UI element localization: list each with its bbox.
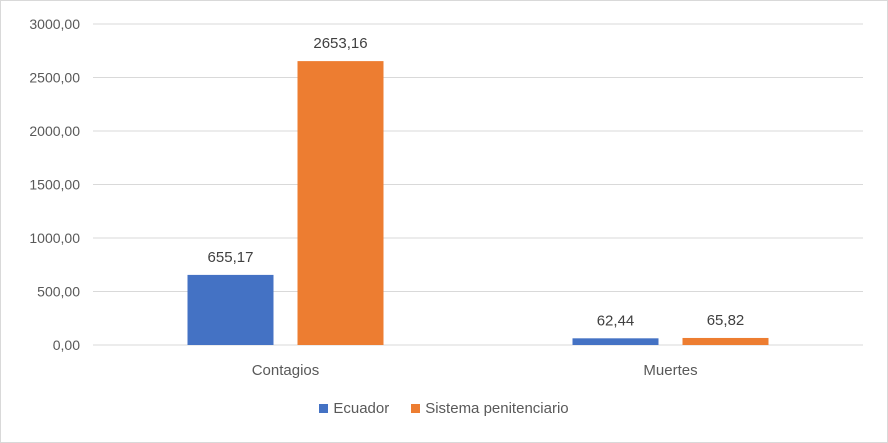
x-category-label: Contagios xyxy=(252,362,320,379)
legend-item-ecuador: Ecuador xyxy=(319,400,389,417)
legend: Ecuador Sistema penitenciario xyxy=(0,400,888,417)
bar xyxy=(572,338,659,345)
legend-label-sistema-penitenciario: Sistema penitenciario xyxy=(425,400,569,417)
bar xyxy=(682,337,769,345)
y-tick-label: 3000,00 xyxy=(29,16,80,32)
data-label: 62,44 xyxy=(597,312,635,329)
x-category-label: Muertes xyxy=(643,362,697,379)
legend-item-sistema-penitenciario: Sistema penitenciario xyxy=(411,400,569,417)
y-tick-label: 2500,00 xyxy=(29,70,80,86)
y-tick-label: 500,00 xyxy=(37,284,80,300)
data-label: 655,17 xyxy=(208,249,254,266)
data-label: 2653,16 xyxy=(313,35,367,52)
bar xyxy=(297,61,384,346)
y-tick-label: 0,00 xyxy=(53,337,80,353)
y-tick-label: 1500,00 xyxy=(29,177,80,193)
y-tick-label: 1000,00 xyxy=(29,230,80,246)
legend-label-ecuador: Ecuador xyxy=(333,400,390,417)
legend-swatch-sistema-penitenciario xyxy=(411,404,421,413)
legend-swatch-ecuador xyxy=(319,404,329,413)
data-label: 65,82 xyxy=(707,312,745,329)
bar xyxy=(187,274,274,345)
y-tick-label: 2000,00 xyxy=(29,123,80,139)
